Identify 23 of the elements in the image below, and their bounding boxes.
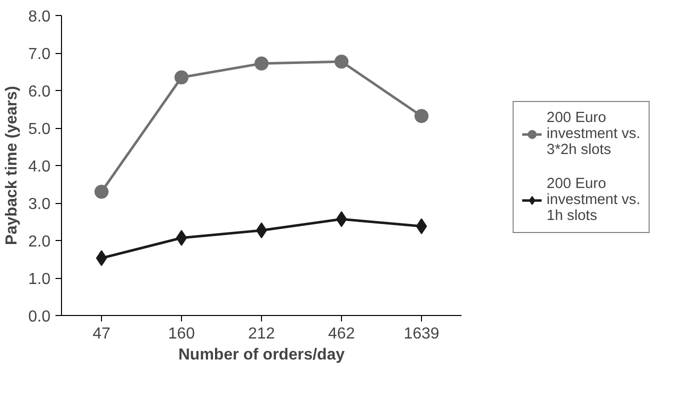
point xyxy=(94,184,108,199)
y-tick-label: 3.0 xyxy=(28,196,51,213)
x-tick-label: 1639 xyxy=(404,326,440,342)
y-tick-label: 4.0 xyxy=(28,158,51,176)
y-tick-label: 5.0 xyxy=(28,121,51,138)
x-tick-label: 212 xyxy=(248,326,275,342)
point xyxy=(174,70,188,84)
y-tick-label: 6.0 xyxy=(28,84,51,100)
legend-label: 200 Euro investment vs. 1h slots xyxy=(546,176,640,224)
y-tick-label: 2.0 xyxy=(28,234,51,250)
y-tick-label: 0.0 xyxy=(28,308,51,326)
x-axis-title: Number of orders/day xyxy=(178,346,345,364)
point xyxy=(254,56,268,70)
point xyxy=(334,54,348,69)
x-tick-label: 160 xyxy=(168,326,195,342)
y-tick-label: 8.0 xyxy=(28,8,51,26)
x-tick-label: 47 xyxy=(92,326,110,342)
y-tick-label: 1.0 xyxy=(28,271,51,288)
point xyxy=(414,109,428,123)
y-tick-label: 7.0 xyxy=(28,46,51,63)
x-tick-label: 462 xyxy=(328,326,355,342)
legend-label: 200 Euro investment vs. 3*2h slots xyxy=(546,110,640,158)
y-axis-title: Payback time (years) xyxy=(3,86,20,246)
